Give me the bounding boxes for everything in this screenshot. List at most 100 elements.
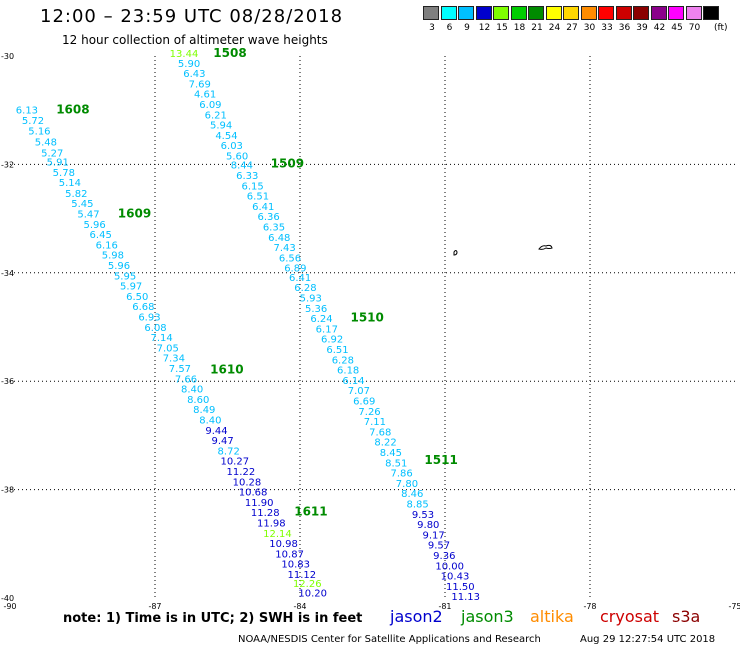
wave-height-value: 9.80 (417, 520, 439, 531)
wave-height-value: 7.86 (390, 469, 412, 480)
wave-height-value: 6.18 (337, 366, 359, 377)
legend-label: 30 (583, 23, 596, 33)
wave-height-value: 7.14 (151, 333, 173, 344)
lon-tick-label: -84 (293, 602, 306, 611)
legend-swatch (685, 6, 702, 20)
wave-height-value: 9.44 (205, 426, 227, 437)
legend-label: 3 (429, 23, 435, 33)
wave-height-value: 6.92 (321, 335, 343, 346)
lat-tick-label: -32 (1, 160, 14, 169)
wave-height-value: 6.35 (263, 223, 285, 234)
wave-height-value: 10.83 (281, 560, 310, 571)
wave-height-value: 10.87 (275, 549, 304, 560)
legend-label: 33 (601, 23, 613, 33)
wave-height-value: 5.91 (47, 157, 69, 168)
satellite-label: cryosat (600, 607, 660, 626)
wave-height-value: 11.22 (227, 467, 256, 478)
wave-height-value: 5.78 (53, 168, 75, 179)
legend-label: 70 (688, 23, 701, 33)
wave-height-value: 6.69 (353, 397, 375, 408)
wave-height-value: 6.93 (138, 312, 160, 323)
wave-height-value: 6.89 (284, 264, 306, 275)
wave-height-value: 6.56 (279, 253, 301, 264)
legend-label: 18 (513, 23, 526, 33)
pass-time-label: 1611 (294, 505, 327, 519)
legend-swatch (493, 6, 509, 20)
legend-unit: (ft) (714, 23, 728, 33)
page-subtitle: 12 hour collection of altimeter wave hei… (62, 33, 328, 47)
legend-label: 12 (478, 23, 491, 33)
satellite-label: jason2 (390, 607, 443, 626)
wave-height-value: 5.60 (226, 152, 248, 163)
wave-height-value: 5.36 (305, 304, 327, 315)
wave-height-value: 9.47 (211, 436, 233, 447)
wave-height-value: 6.48 (268, 233, 290, 244)
wave-height-value: 5.93 (300, 294, 322, 305)
wave-height-value: 7.05 (157, 343, 179, 354)
wave-height-value: 6.33 (236, 171, 258, 182)
legend-label: 27 (566, 23, 578, 33)
legend-swatch (545, 6, 562, 20)
legend-swatch (633, 6, 649, 20)
wave-height-value: 7.11 (364, 417, 386, 428)
wave-height-value: 6.15 (241, 181, 263, 192)
legend-swatch (440, 6, 457, 20)
wave-height-value: 8.49 (193, 405, 215, 416)
footer-credit: NOAA/NESDIS Center for Satellite Applica… (238, 634, 541, 645)
wave-height-value: 9.53 (412, 510, 434, 521)
wave-height-value: 6.50 (126, 292, 148, 303)
wave-height-value: 6.51 (326, 345, 348, 356)
wave-height-value: 8.44 (231, 161, 253, 172)
legend-label: 42 (653, 23, 666, 33)
wave-height-value: 11.50 (446, 582, 475, 593)
wave-height-value: 6.09 (199, 100, 221, 111)
wave-height-value: 10.43 (441, 572, 470, 583)
legend-label: 9 (464, 23, 470, 33)
wave-height-value: 12.26 (293, 579, 322, 590)
wave-height-value: 6.14 (342, 376, 364, 387)
wave-height-value: 8.45 (380, 448, 402, 459)
island-outline (453, 250, 458, 256)
island-outline (538, 244, 553, 250)
lon-tick-label: -87 (148, 602, 161, 611)
wave-height-value: 10.68 (239, 488, 268, 499)
wave-height-value: 8.85 (406, 499, 428, 510)
wave-height-value: 6.41 (289, 273, 311, 284)
wave-height-value: 5.96 (83, 220, 105, 231)
wave-height-value: 5.48 (35, 137, 57, 148)
footer-timestamp: Aug 29 12:27:54 UTC 2018 (580, 634, 716, 645)
wave-height-value: 6.68 (132, 302, 154, 313)
legend-swatch (458, 6, 474, 20)
wave-height-value: 9.57 (428, 541, 450, 552)
legend-label: 15 (496, 23, 508, 33)
satellite-label: jason3 (461, 607, 514, 626)
lon-tick-label: -81 (438, 602, 451, 611)
pass-time-label: 1508 (213, 46, 246, 60)
wave-height-value: 5.82 (65, 189, 87, 200)
wave-height-value: 8.51 (385, 458, 407, 469)
wave-height-value: 6.16 (96, 240, 118, 251)
legend-swatch (703, 6, 719, 20)
legend-swatch (580, 6, 597, 20)
wave-height-value: 12.14 (263, 529, 292, 540)
wave-height-value: 7.66 (175, 374, 197, 385)
wave-height-value: 10.27 (220, 457, 249, 468)
wave-height-value: 10.00 (435, 561, 464, 572)
wave-height-value: 5.98 (102, 251, 124, 262)
lat-tick-label: -30 (1, 52, 14, 61)
wave-height-value: 6.24 (310, 314, 332, 325)
pass-time-label: 1510 (350, 311, 383, 325)
legend-swatch (563, 6, 579, 20)
note-text: note: 1) Time is in UTC; 2) SWH is in fe… (63, 611, 363, 626)
wave-height-value: 4.54 (215, 131, 237, 142)
wave-height-value: 5.72 (22, 116, 44, 127)
lat-tick-label: -40 (1, 594, 14, 603)
wave-height-value: 9.17 (423, 530, 445, 541)
wave-height-value: 5.45 (71, 199, 93, 210)
lat-tick-label: -36 (1, 377, 14, 386)
legend-swatch (650, 6, 667, 20)
legend-swatch (615, 6, 632, 20)
legend-label: 45 (671, 23, 683, 33)
pass-time-label: 1609 (118, 207, 151, 221)
